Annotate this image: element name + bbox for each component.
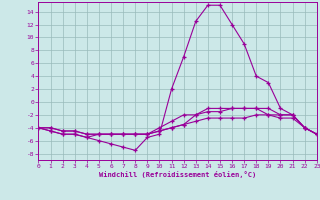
X-axis label: Windchill (Refroidissement éolien,°C): Windchill (Refroidissement éolien,°C) [99,171,256,178]
